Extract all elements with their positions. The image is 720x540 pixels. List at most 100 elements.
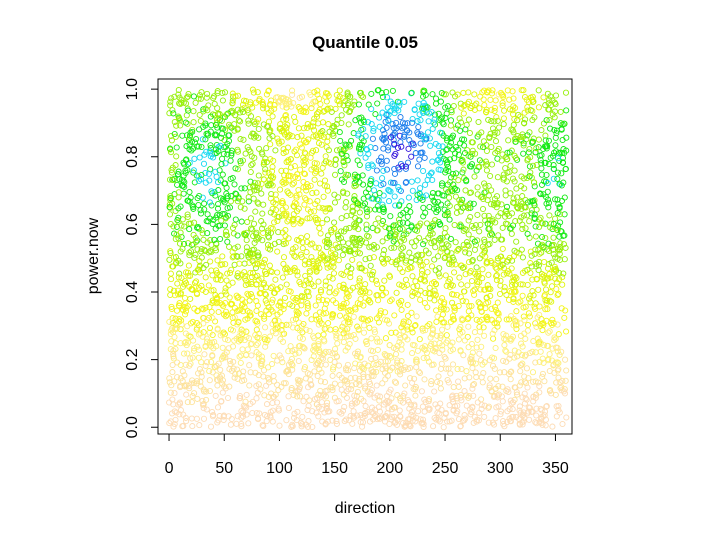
scatter-point bbox=[378, 285, 386, 292]
scatter-point bbox=[322, 282, 329, 289]
scatter-point bbox=[362, 154, 369, 161]
scatter-point bbox=[291, 199, 298, 206]
scatter-point bbox=[301, 195, 309, 202]
scatter-point bbox=[373, 335, 381, 342]
scatter-point bbox=[321, 305, 328, 312]
scatter-point bbox=[465, 308, 472, 315]
scatter-point bbox=[534, 240, 542, 247]
scatter-point bbox=[494, 392, 501, 399]
scatter-point bbox=[249, 251, 256, 258]
scatter-point bbox=[244, 144, 251, 151]
scatter-point bbox=[392, 202, 399, 209]
scatter-point bbox=[416, 111, 423, 118]
scatter-point bbox=[304, 233, 311, 240]
scatter-point bbox=[554, 169, 561, 176]
scatter-point bbox=[236, 260, 243, 267]
scatter-point bbox=[307, 154, 314, 161]
scatter-point bbox=[250, 89, 257, 96]
scatter-point bbox=[562, 377, 569, 384]
scatter-point bbox=[415, 368, 422, 375]
scatter-point bbox=[408, 264, 415, 271]
scatter-point bbox=[532, 305, 539, 312]
scatter-point bbox=[216, 167, 223, 174]
scatter-point bbox=[391, 140, 398, 147]
scatter-point bbox=[255, 355, 262, 362]
scatter-point bbox=[438, 360, 445, 367]
scatter-point bbox=[421, 376, 428, 383]
scatter-point bbox=[300, 178, 307, 186]
scatter-point bbox=[423, 258, 430, 265]
scatter-point bbox=[202, 122, 209, 129]
scatter-point bbox=[340, 330, 347, 337]
scatter-point bbox=[387, 98, 394, 105]
scatter-point bbox=[263, 382, 270, 389]
scatter-point bbox=[201, 151, 208, 158]
scatter-point bbox=[363, 213, 371, 220]
scatter-point bbox=[433, 416, 440, 423]
scatter-point bbox=[167, 193, 174, 200]
scatter-point bbox=[447, 135, 454, 142]
scatter-point bbox=[295, 174, 302, 182]
scatter-point bbox=[430, 423, 437, 430]
scatter-point bbox=[504, 156, 511, 163]
scatter-point bbox=[222, 313, 229, 320]
scatter-point bbox=[479, 266, 486, 273]
scatter-point bbox=[435, 416, 442, 423]
scatter-point bbox=[386, 353, 394, 360]
scatter-point bbox=[307, 208, 314, 215]
scatter-point bbox=[526, 218, 533, 225]
scatter-point bbox=[539, 421, 546, 428]
scatter-point bbox=[183, 143, 190, 150]
scatter-point bbox=[551, 108, 559, 115]
scatter-point bbox=[540, 120, 547, 127]
scatter-point bbox=[196, 422, 203, 429]
scatter-point bbox=[476, 350, 483, 357]
scatter-point bbox=[469, 382, 476, 389]
scatter-point bbox=[318, 399, 325, 406]
scatter-point bbox=[263, 105, 270, 112]
scatter-point bbox=[243, 244, 250, 251]
scatter-point bbox=[392, 150, 399, 157]
scatter-point bbox=[172, 235, 179, 243]
scatter-point bbox=[300, 344, 307, 351]
scatter-point bbox=[298, 218, 305, 225]
scatter-point bbox=[554, 292, 561, 299]
scatter-point bbox=[387, 298, 394, 305]
scatter-point bbox=[216, 412, 223, 420]
scatter-point bbox=[192, 99, 199, 106]
scatter-point bbox=[315, 244, 322, 251]
scatter-point bbox=[563, 414, 570, 421]
scatter-point bbox=[251, 239, 258, 246]
scatter-point bbox=[258, 225, 266, 232]
scatter-point bbox=[327, 249, 335, 256]
scatter-point bbox=[379, 135, 386, 142]
scatter-point bbox=[428, 361, 435, 369]
chart-title: Quantile 0.05 bbox=[312, 33, 418, 52]
scatter-point bbox=[487, 172, 494, 180]
scatter-point bbox=[335, 232, 342, 239]
scatter-point bbox=[508, 230, 515, 237]
scatter-point bbox=[174, 374, 181, 381]
scatter-point bbox=[190, 337, 197, 344]
scatter-point bbox=[327, 263, 334, 270]
scatter-point bbox=[181, 281, 188, 288]
scatter-point bbox=[549, 316, 556, 323]
scatter-point bbox=[317, 101, 324, 108]
scatter-point bbox=[392, 351, 400, 358]
scatter-point bbox=[216, 116, 223, 124]
scatter-point bbox=[545, 342, 552, 350]
scatter-point bbox=[439, 342, 446, 349]
scatter-point bbox=[240, 328, 247, 335]
scatter-point bbox=[550, 234, 557, 241]
scatter-point bbox=[374, 87, 381, 94]
scatter-point bbox=[269, 163, 276, 170]
scatter-point bbox=[473, 100, 480, 107]
scatter-point bbox=[496, 124, 503, 131]
scatter-point bbox=[285, 158, 292, 166]
scatter-point bbox=[232, 165, 239, 172]
scatter-point bbox=[469, 257, 476, 264]
scatter-point bbox=[397, 371, 404, 378]
scatter-point bbox=[550, 165, 557, 172]
scatter-point bbox=[514, 204, 521, 211]
scatter-point bbox=[222, 261, 229, 268]
